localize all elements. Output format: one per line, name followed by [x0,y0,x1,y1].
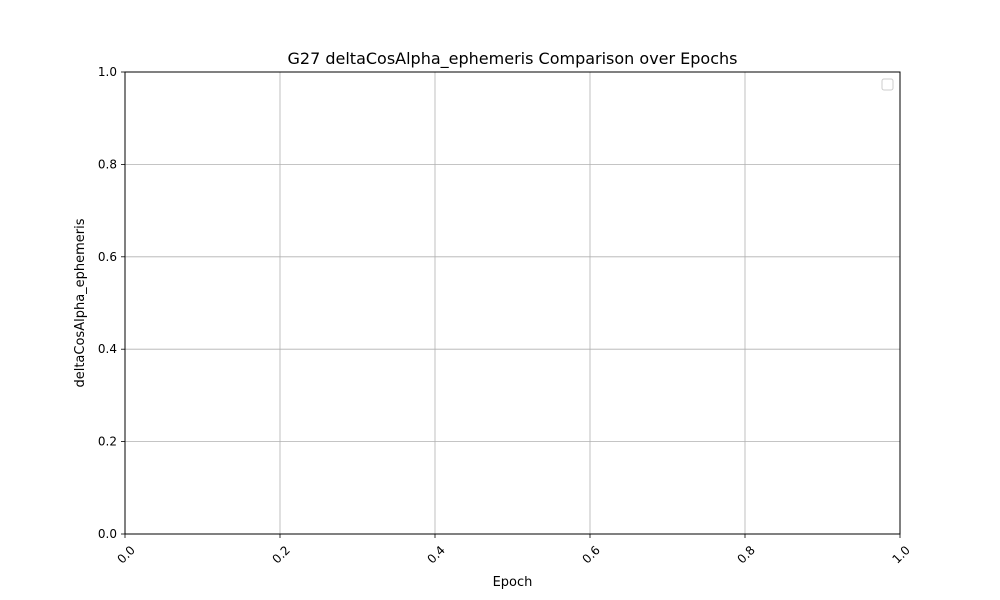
x-tick-label: 0.8 [735,543,758,566]
x-axis: 0.0 0.2 0.4 0.6 0.8 1.0 [115,534,913,566]
grid [124,71,901,535]
y-axis-label: deltaCosAlpha_ephemeris [73,218,88,387]
x-tick-label: 0.6 [580,543,603,566]
y-tick-label: 0.4 [98,342,117,356]
legend-box [881,78,894,91]
x-tick-label: 0.4 [425,543,448,566]
chart-title: G27 deltaCosAlpha_ephemeris Comparison o… [288,49,738,69]
y-axis: 0.0 0.2 0.4 0.6 0.8 1.0 [98,65,125,541]
y-tick-label: 0.0 [98,527,117,541]
y-tick-label: 0.2 [98,435,117,449]
y-tick-label: 0.8 [98,157,117,171]
x-tick-label: 0.0 [115,543,138,566]
plot-frame [124,71,901,535]
y-tick-label: 0.6 [98,250,117,264]
x-tick-label: 1.0 [890,543,913,566]
y-tick-label: 1.0 [98,65,117,79]
x-tick-label: 0.2 [270,543,293,566]
x-axis-label: Epoch [493,575,533,590]
